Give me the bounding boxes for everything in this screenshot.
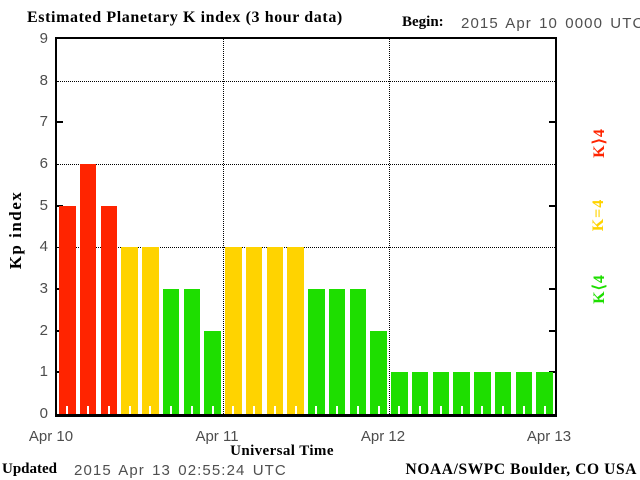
begin-label: Begin: [402,14,444,30]
begin-timestamp: 2015 Apr 10 0000 UTC [461,15,640,32]
x-tick-label: Apr 10 [28,428,74,445]
x-tick-label: Apr 11 [195,428,239,445]
kp-bar [100,205,118,414]
gridline-k4 [57,247,555,249]
x-tick-label: Apr 13 [526,428,572,445]
x-axis-title: Universal Time [230,443,334,459]
x-tick-mark [66,406,69,414]
x-tick-mark [273,406,276,414]
kp-bar [411,372,429,414]
x-tick-label: Apr 12 [360,428,406,445]
kp-bar [162,289,180,414]
y-tick-label: 3 [39,280,48,297]
x-tick-mark [87,406,90,414]
y-tick-label: 4 [39,238,48,256]
y-tick-left [57,204,63,207]
x-tick-mark [170,406,173,414]
kp-bar [474,372,491,414]
x-tick-mark [439,406,442,414]
y-tick-right [549,121,555,124]
y-tick-left [57,121,63,124]
x-tick-mark [232,406,235,414]
x-tick-mark [336,406,339,414]
y-tick-label: 2 [39,321,48,339]
kp-bar [59,205,76,414]
y-tick-label: 7 [39,113,48,131]
y-tick-label: 6 [39,155,48,172]
x-tick-mark [190,406,193,414]
y-tick-label: 5 [39,196,48,214]
y-tick-label: 9 [39,30,48,47]
x-tick-mark [253,406,256,414]
kp-bar [432,372,450,414]
kp-bar [142,247,159,414]
x-tick-mark [211,406,214,414]
legend-item: K=4 [590,198,607,232]
x-tick-mark [377,406,380,414]
updated-label: Updated [2,461,58,477]
x-tick-mark [356,406,359,414]
y-tick-right [549,288,555,290]
plot-area [55,37,557,417]
kp-bar [204,330,221,414]
y-tick-label: 1 [39,363,48,381]
kp-bar [370,330,387,414]
kp-bar [121,247,138,414]
day-separator-line [389,39,390,414]
kp-bar [225,247,242,414]
kp-bar [266,247,284,414]
kp-bar [328,289,346,414]
x-tick-mark [128,406,131,414]
updated-timestamp: 2015 Apr 13 02:55:24 UTC [74,462,287,479]
kp-bar [453,372,470,414]
x-tick-mark [502,406,505,414]
x-tick-mark [294,406,297,414]
y-tick-right [549,329,555,332]
kp-bar [287,247,304,414]
kp-bar [183,289,201,414]
x-tick-mark [543,406,546,414]
x-tick-mark [315,406,318,414]
y-tick-label: 0 [39,405,48,422]
x-tick-mark [107,406,110,414]
y-tick-right [549,371,555,374]
kp-bar [308,289,325,414]
x-tick-mark [522,406,525,414]
kp-bar [391,372,408,414]
source-credit: NOAA/SWPC Boulder, CO USA [405,461,637,478]
kp-bar [515,372,533,414]
x-tick-mark [398,406,401,414]
x-tick-mark [149,406,152,414]
legend-item: K⟨4 [591,274,608,304]
day-separator-line [223,39,224,414]
y-tick-label: 8 [39,71,48,89]
gridline-k6 [57,164,555,165]
kp-bar [245,247,263,414]
kp-bar [494,372,512,414]
legend-item: K⟩4 [591,128,608,158]
chart-title: Estimated Planetary K index (3 hour data… [27,9,343,26]
kp-bar [349,289,367,414]
y-tick-right [549,204,555,207]
x-tick-mark [481,406,484,414]
kp-bar [536,372,553,414]
x-tick-mark [460,406,463,414]
x-tick-mark [419,406,422,414]
kp-bar [79,164,97,414]
gridline-k8 [57,80,555,82]
